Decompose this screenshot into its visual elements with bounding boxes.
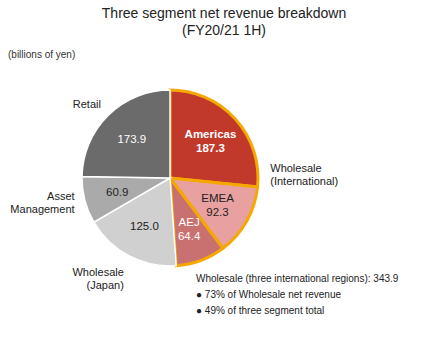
- svg-text:Wholesale (three international: Wholesale (three international regions):…: [196, 273, 399, 316]
- svg-text:Wholesale(Japan): Wholesale(Japan): [72, 266, 123, 291]
- svg-text:AEJ64.4: AEJ64.4: [178, 216, 201, 242]
- svg-text:EMEA92.3: EMEA92.3: [201, 192, 234, 218]
- svg-text:Three segment net revenue brea: Three segment net revenue breakdown(FY20…: [102, 5, 346, 38]
- svg-text:Americas187.3: Americas187.3: [185, 128, 237, 154]
- svg-text:60.9: 60.9: [106, 186, 128, 198]
- svg-text:AssetManagement: AssetManagement: [10, 190, 74, 215]
- svg-text:173.9: 173.9: [117, 133, 146, 145]
- svg-text:Wholesale(International): Wholesale(International): [270, 162, 338, 187]
- svg-text:125.0: 125.0: [130, 220, 159, 232]
- svg-text:(billions of yen): (billions of yen): [8, 49, 75, 60]
- svg-text:Retail: Retail: [73, 98, 101, 110]
